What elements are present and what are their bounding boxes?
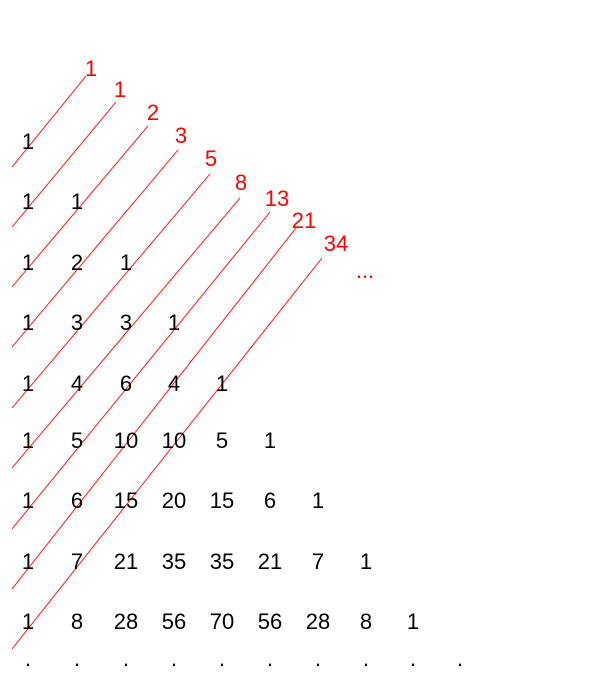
triangle-number: 1 [22,549,34,574]
triangle-number: 5 [216,428,228,453]
continuation-dot: . [171,646,177,671]
triangle-number: 1 [22,609,34,634]
diagonal-line [11,149,179,348]
triangle-number: 15 [114,488,138,513]
sums-ellipsis: ... [356,258,374,283]
diagonal-line [11,257,323,650]
triangle-number: 1 [360,549,372,574]
triangle-number: 5 [71,428,83,453]
triangle-number: 28 [306,609,330,634]
triangle-number: 1 [22,310,34,335]
continuation-dot: . [219,646,225,671]
continuation-dot: . [363,646,369,671]
diagonal-line [11,173,211,409]
triangle-number: 1 [120,250,132,275]
triangle-number: 1 [22,250,34,275]
diagonal-sum: 8 [235,170,247,195]
continuation-dot: . [457,646,463,671]
triangle-number: 4 [71,371,83,396]
triangle-number: 21 [258,549,282,574]
triangle-number: 4 [168,371,180,396]
continuation-dot: . [74,646,80,671]
continuation-dot: . [315,646,321,671]
triangle-number: 1 [407,609,419,634]
diagonal-sum: 21 [292,208,316,233]
triangle-number: 35 [162,549,186,574]
triangle-number: 1 [216,371,228,396]
diagonal-sum: 5 [205,146,217,171]
triangle-number: 20 [162,488,186,513]
triangle-number: 1 [22,189,34,214]
continuation-dots: .......... [25,646,463,671]
diagonal-sum: 34 [324,231,348,256]
diagonal-sum: 1 [114,77,126,102]
diagonal-line [11,75,87,168]
triangle-number: 10 [114,428,138,453]
triangle-number: 3 [71,310,83,335]
diagonal-lines [11,75,323,650]
triangle-number: 1 [71,189,83,214]
triangle-number: 56 [258,609,282,634]
diagonal-line [11,101,117,228]
triangle-number: 1 [168,310,180,335]
triangle-rows: 11 11 2 11 3 3 11 4 6 4 11 5 10 10 5 11 6 15 20 15 6 11 7 21 35 3… [22,129,419,634]
triangle-number: 35 [210,549,234,574]
triangle-number: 6 [71,488,83,513]
triangle-number: 21 [114,549,138,574]
triangle-number: 1 [312,488,324,513]
triangle-number: 7 [312,549,324,574]
continuation-dot: . [123,646,129,671]
continuation-dot: . [267,646,273,671]
diagonal-line [11,227,297,590]
continuation-dot: . [25,646,31,671]
triangle-number: 1 [264,428,276,453]
triangle-number: 3 [120,310,132,335]
triangle-number: 7 [71,549,83,574]
triangle-number: 8 [71,609,83,634]
diagonal-sum: 1 [85,56,97,81]
triangle-number: 70 [210,609,234,634]
diagonal-sum: 13 [265,186,289,211]
triangle-number: 1 [22,129,34,154]
triangle-number: 1 [22,371,34,396]
continuation-dot: . [410,646,416,671]
triangle-number: 56 [162,609,186,634]
triangle-number: 28 [114,609,138,634]
diagonal-sum: 3 [175,123,187,148]
triangle-number: 6 [264,488,276,513]
triangle-number: 10 [162,428,186,453]
diagonal-line [11,211,271,530]
triangle-number: 8 [360,609,372,634]
triangle-number: 2 [71,250,83,275]
triangle-number: 15 [210,488,234,513]
triangle-number: 1 [22,488,34,513]
diagonal-line [11,197,241,469]
diagonal-sum: 2 [147,100,159,125]
triangle-number: 6 [120,371,132,396]
diagonal-line [11,125,149,288]
triangle-number: 1 [22,428,34,453]
